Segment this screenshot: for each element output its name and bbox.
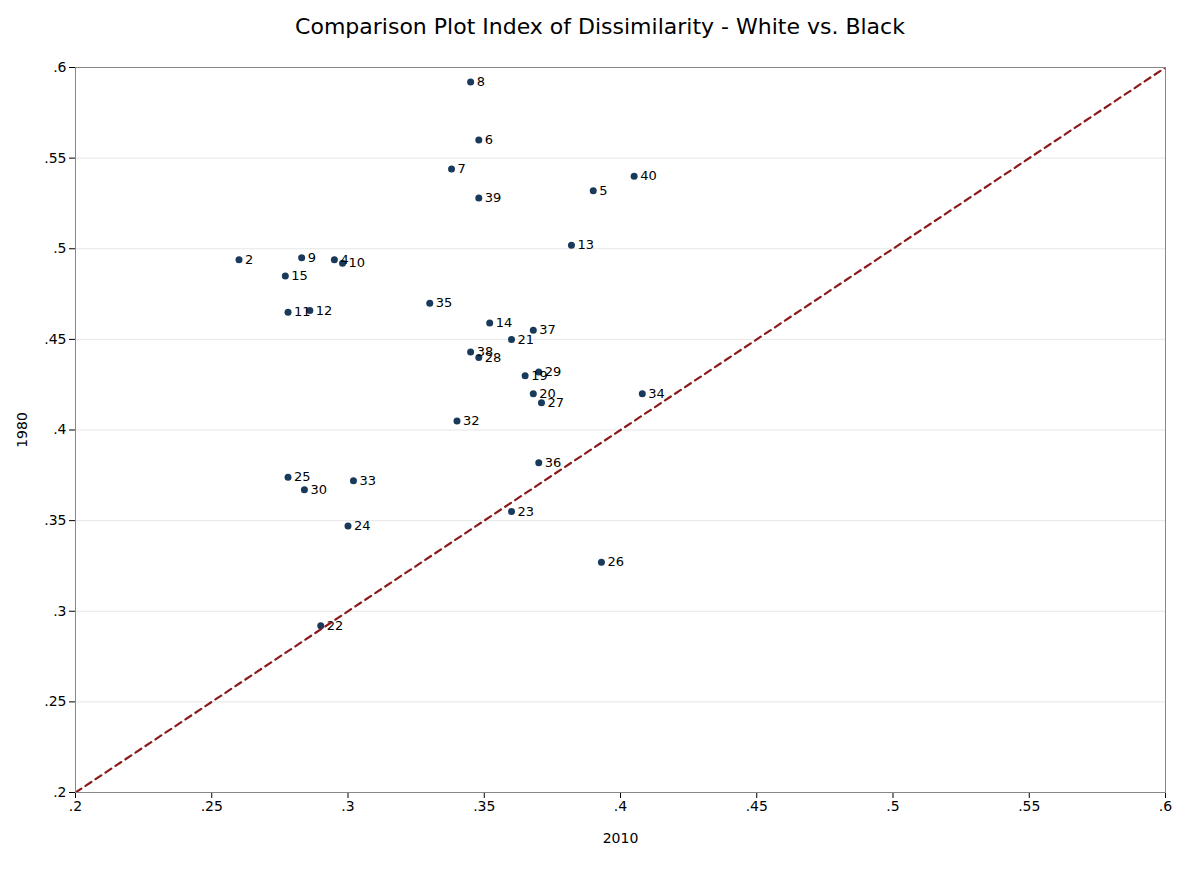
svg-text:29: 29 xyxy=(545,364,562,379)
svg-text:25: 25 xyxy=(294,469,311,484)
svg-text:36: 36 xyxy=(545,455,562,470)
svg-text:2: 2 xyxy=(245,252,253,267)
svg-text:.6: .6 xyxy=(53,59,66,75)
svg-text:.35: .35 xyxy=(44,512,66,528)
svg-text:23: 23 xyxy=(518,504,535,519)
svg-text:.5: .5 xyxy=(53,240,66,256)
svg-text:.6: .6 xyxy=(1159,798,1172,814)
svg-text:20: 20 xyxy=(539,385,556,401)
svg-text:40: 40 xyxy=(640,168,657,183)
svg-text:.2: .2 xyxy=(53,784,66,800)
html-text:Comparison Plot Index of Dissi: Comparison Plot Index of Dissimilarity -… xyxy=(295,14,905,39)
svg-text:34: 34 xyxy=(648,386,665,401)
svg-text:.3: .3 xyxy=(53,603,66,619)
svg-text:19: 19 xyxy=(531,367,548,383)
svg-text:2010: 2010 xyxy=(603,830,639,846)
svg-text:39: 39 xyxy=(485,190,502,205)
svg-text:5: 5 xyxy=(599,183,607,198)
svg-text:12: 12 xyxy=(316,303,333,318)
svg-text:27: 27 xyxy=(547,395,564,410)
svg-text:.3: .3 xyxy=(341,798,354,814)
svg-text:.55: .55 xyxy=(1018,798,1040,814)
svg-text:30: 30 xyxy=(310,482,327,497)
svg-text:.25: .25 xyxy=(201,798,223,814)
svg-text:10: 10 xyxy=(349,255,366,270)
svg-text:7: 7 xyxy=(458,161,466,176)
svg-text:21: 21 xyxy=(518,332,535,347)
svg-text:9: 9 xyxy=(308,250,316,265)
svg-text:26: 26 xyxy=(607,554,624,569)
svg-text:38: 38 xyxy=(477,344,494,359)
svg-text:6: 6 xyxy=(485,132,493,147)
svg-text:11: 11 xyxy=(294,304,311,319)
svg-text:.35: .35 xyxy=(473,798,495,814)
svg-text:.2: .2 xyxy=(69,798,82,814)
svg-text:22: 22 xyxy=(326,617,344,633)
svg-text:.55: .55 xyxy=(44,150,66,166)
svg-text:37: 37 xyxy=(539,322,556,337)
svg-text:.45: .45 xyxy=(44,331,66,347)
svg-text:24: 24 xyxy=(354,518,371,533)
svg-text:.5: .5 xyxy=(886,798,899,814)
svg-text:1980: 1980 xyxy=(14,412,30,448)
svg-text:4: 4 xyxy=(340,252,348,267)
svg-text:35: 35 xyxy=(436,295,453,310)
svg-text:.4: .4 xyxy=(614,798,627,814)
svg-text:.4: .4 xyxy=(53,421,66,437)
svg-text:.45: .45 xyxy=(746,798,768,814)
svg-text:14: 14 xyxy=(496,315,513,330)
svg-text:15: 15 xyxy=(291,268,308,283)
svg-text:13: 13 xyxy=(577,237,594,252)
svg-text:.25: .25 xyxy=(44,693,66,709)
svg-text:8: 8 xyxy=(477,74,485,89)
svg-text:32: 32 xyxy=(463,413,480,428)
svg-text:33: 33 xyxy=(359,473,376,488)
